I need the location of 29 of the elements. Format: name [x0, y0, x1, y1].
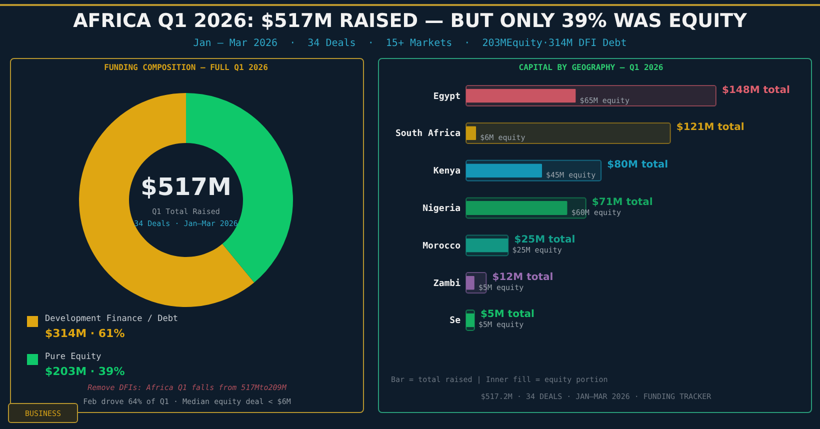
text: $517M [140, 173, 232, 201]
data-label: $25M total [514, 234, 576, 246]
chart-title: CAPITAL BY GEOGRAPHY — Q1 2026 [518, 63, 664, 72]
text: Jan – Mar 2026 · 34 Deals · 15+ Markets · 203MEquity·314M DFI Debt [192, 38, 628, 49]
data-label: $80M total [607, 160, 668, 171]
data-label: $314M · 61% [45, 327, 126, 340]
bar [466, 88, 576, 103]
legend-label: Development Finance / Debt [45, 314, 178, 324]
y-tick-label: Nigeria [422, 203, 460, 214]
data-label: $148M total [722, 84, 790, 96]
data-label: $203M · 39% [45, 365, 125, 378]
data-label: $121M total [676, 122, 744, 134]
y-tick-label: Se [450, 316, 462, 326]
data-label: $71M total [592, 197, 653, 208]
chart-title: FUNDING COMPOSITION — FULL Q1 2026 [104, 63, 268, 72]
legend-label: Pure Equity [45, 352, 102, 362]
donut-slice [79, 93, 254, 307]
y-tick-label: Morocco [422, 241, 460, 252]
text: AFRICA Q1 2026: $517M RAISED — BUT ONLY 39% WAS EQUITY [72, 10, 748, 32]
y-tick-label: Egypt [433, 92, 460, 102]
data-label: $12M total [492, 272, 554, 283]
bar [466, 126, 476, 140]
bar [466, 276, 474, 290]
bar [466, 164, 542, 178]
data-label: $5M total [480, 309, 534, 320]
y-tick-label: Zambi [433, 278, 462, 289]
y-tick-label: South Africa [395, 128, 460, 140]
y-tick-label: Kenya [433, 166, 460, 177]
bar [466, 201, 568, 215]
